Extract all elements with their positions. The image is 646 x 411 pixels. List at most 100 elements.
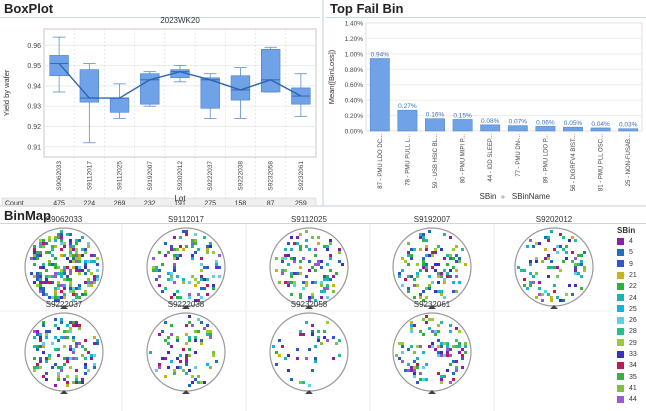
wafer-fail-die	[458, 260, 461, 263]
binmap-wafers[interactable]	[0, 207, 646, 411]
wafer-fail-die	[428, 327, 431, 330]
wafer-fail-die	[407, 287, 410, 290]
topfail-bar[interactable]	[480, 124, 501, 132]
wafer-fail-die	[173, 248, 176, 251]
boxplot-box[interactable]	[79, 69, 100, 103]
wafer-fail-die	[329, 257, 332, 260]
wafer-fail-die	[413, 375, 416, 378]
wafer-fail-die	[170, 278, 173, 281]
wafer-map[interactable]	[24, 312, 104, 394]
wafer-fail-die	[583, 266, 586, 269]
wafer-fail-die	[173, 369, 176, 372]
wafer-fail-die	[437, 354, 440, 357]
wafer-fail-die	[296, 242, 299, 245]
wafer-map[interactable]	[24, 227, 104, 309]
boxplot-box[interactable]	[140, 73, 160, 105]
topfail-bar[interactable]	[452, 119, 473, 132]
wafer-fail-die	[188, 369, 191, 372]
wafer-fail-die	[317, 260, 320, 263]
wafer-map[interactable]	[146, 227, 226, 309]
wafer-fail-die	[416, 366, 419, 369]
wafer-fail-die	[419, 372, 422, 375]
wafer-fail-die	[284, 248, 287, 251]
topfail-bar[interactable]	[397, 109, 418, 132]
wafer-fail-die	[66, 381, 69, 384]
wafer-fail-die	[553, 266, 556, 269]
boxplot-chart[interactable]: 2023WK20 0.91 0.92 0.93 0.94 0.95 0.96 Yield by…	[0, 17, 320, 205]
topfail-bar[interactable]	[369, 58, 390, 132]
binmap-legend-item[interactable]: 5	[617, 248, 633, 258]
binmap-legend-item[interactable]: 33	[617, 350, 637, 360]
binmap-legend-item[interactable]: 25	[617, 305, 637, 315]
topfail-bar[interactable]	[535, 126, 556, 132]
binmap-legend-item[interactable]: 29	[617, 339, 637, 349]
binmap-legend-item[interactable]: 28	[617, 327, 637, 337]
wafer-fail-die	[422, 351, 425, 354]
wafer-fail-die	[443, 342, 446, 345]
topfail-xlabel2: SBinName	[512, 192, 551, 201]
wafer-fail-die	[443, 233, 446, 236]
wafer-fail-die	[60, 369, 63, 372]
wafer-fail-die	[170, 360, 173, 363]
wafer-title: S9112025	[291, 215, 327, 224]
wafer-map[interactable]	[146, 312, 226, 394]
wafer-fail-die	[39, 281, 42, 284]
wafer-map[interactable]	[269, 312, 349, 394]
wafer-map[interactable]	[392, 227, 472, 309]
wafer-fail-die	[69, 321, 72, 324]
boxplot-box[interactable]	[260, 49, 281, 93]
wafer-fail-die	[425, 378, 428, 381]
topfail-bar[interactable]	[563, 126, 583, 132]
wafer-fail-die	[335, 272, 338, 275]
topfail-bar[interactable]	[507, 125, 528, 132]
wafer-map[interactable]	[514, 227, 594, 309]
boxplot-box[interactable]	[49, 55, 69, 77]
wafer-fail-die	[443, 281, 446, 284]
topfail-bar[interactable]	[618, 128, 639, 132]
binmap-legend-item[interactable]: 22	[617, 282, 637, 292]
wafer-fail-die	[565, 245, 568, 248]
binmap-legend-item[interactable]: 21	[617, 271, 637, 281]
binmap-legend-item[interactable]: 44	[617, 395, 637, 405]
wafer-fail-die	[155, 369, 158, 372]
topfail-chart[interactable]: 0.00% 0.20% 0.40% 0.60% 0.80% 1.00% 1.20% 1.40%…	[326, 17, 646, 205]
wafer-fail-die	[84, 260, 87, 263]
topfail-bar[interactable]	[425, 118, 445, 132]
wafer-fail-die	[48, 260, 51, 263]
boxplot-box[interactable]	[230, 75, 251, 101]
wafer-fail-die	[78, 260, 81, 263]
topfail-ytick-label: 1.00%	[345, 51, 364, 58]
wafer-fail-die	[449, 236, 452, 239]
binmap-legend-item[interactable]: 4	[617, 237, 633, 247]
boxplot-box[interactable]	[200, 77, 220, 109]
wafer-fail-die	[296, 236, 299, 239]
wafer-fail-die	[158, 251, 161, 254]
binmap-legend-item[interactable]: 35	[617, 373, 637, 383]
topfail-ylabel: Mean([BinLoss])	[327, 49, 336, 104]
binmap-legend-item[interactable]: 41	[617, 384, 637, 394]
wafer-fail-die	[431, 318, 434, 321]
legend-swatch	[617, 328, 624, 336]
wafer-fail-die	[158, 333, 161, 336]
wafer-fail-die	[553, 248, 556, 251]
binmap-legend-item[interactable]: 34	[617, 361, 637, 371]
wafer-fail-die	[179, 245, 182, 248]
wafer-fail-die	[449, 324, 452, 327]
wafer-fail-die	[164, 375, 167, 378]
wafer-fail-die	[281, 345, 284, 348]
wafer-fail-die	[281, 257, 284, 260]
wafer-fail-die	[440, 290, 443, 293]
wafer-fail-die	[45, 330, 48, 333]
wafer-fail-die	[39, 239, 42, 242]
binmap-legend-item[interactable]: 9	[617, 260, 633, 270]
binmap-legend-item[interactable]: 24	[617, 294, 637, 304]
wafer-map[interactable]	[392, 312, 472, 394]
wafer-map[interactable]	[269, 227, 349, 309]
binmap-legend-item[interactable]: 26	[617, 316, 637, 326]
wafer-fail-die	[182, 369, 185, 372]
wafer-fail-die	[287, 281, 290, 284]
boxplot-box[interactable]	[109, 97, 130, 113]
wafer-fail-die	[571, 260, 574, 263]
wafer-fail-die	[571, 293, 574, 296]
topfail-bar[interactable]	[590, 127, 611, 132]
